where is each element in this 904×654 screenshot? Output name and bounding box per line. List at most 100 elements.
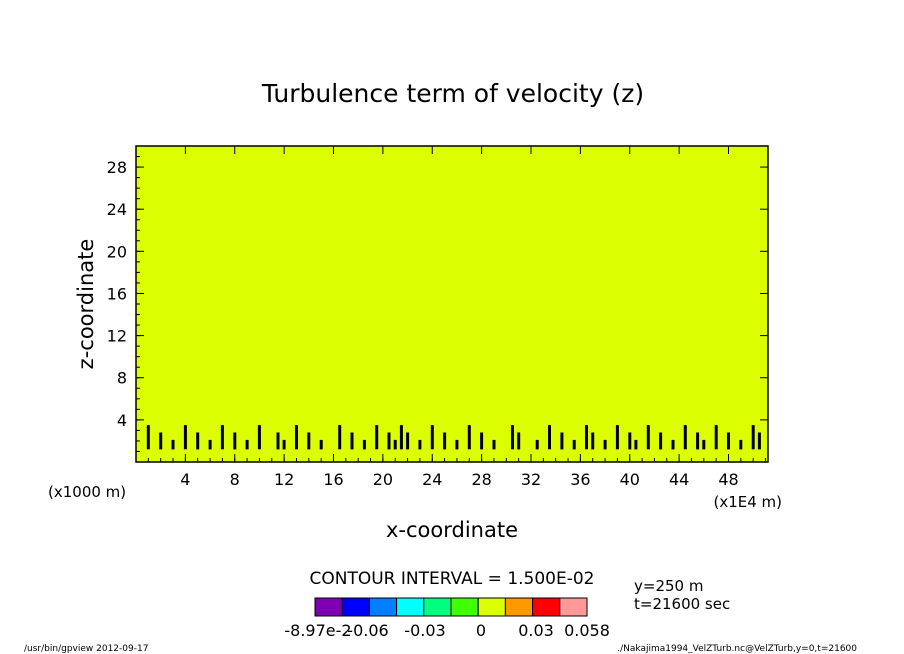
x-unit-right: (x1E4 m) — [713, 493, 782, 511]
turbulence-cell — [548, 425, 551, 450]
turbulence-cell — [443, 432, 447, 450]
turbulence-cell — [208, 439, 212, 450]
turbulence-cell — [696, 432, 700, 450]
footer-left: /usr/bin/gpview 2012-09-17 — [24, 644, 148, 654]
turbulence-cell — [276, 432, 280, 450]
x-tick-label: 8 — [230, 470, 240, 489]
turbulence-cell — [319, 439, 323, 450]
turbulence-cell — [350, 432, 354, 450]
colorbar-label: -0.06 — [347, 621, 388, 640]
x-tick-label: 32 — [521, 470, 541, 489]
turbulence-cell — [406, 432, 410, 450]
turbulence-cell — [572, 439, 576, 450]
info-y: y=250 m — [634, 577, 703, 595]
turbulence-cell — [375, 425, 379, 450]
turbulence-cell — [702, 439, 706, 450]
footer-right: ./Nakajima1994_VelZTurb.nc@VelZTurb,y=0,… — [617, 644, 857, 654]
y-tick-label: 24 — [107, 200, 127, 219]
turbulence-cell — [418, 439, 422, 450]
colorbar-swatch — [559, 597, 588, 617]
turbulence-cell — [727, 432, 730, 450]
x-axis-label: x-coordinate — [386, 518, 518, 542]
turbulence-cell — [511, 425, 514, 450]
turbulence-cell — [245, 439, 249, 450]
turbulence-cell — [233, 432, 237, 450]
turbulence-cell — [671, 439, 675, 450]
turbulence-cell — [362, 439, 366, 450]
turbulence-cell — [399, 425, 403, 450]
turbulence-cell — [739, 439, 743, 450]
turbulence-cell — [387, 432, 391, 450]
turbulence-cell — [196, 432, 200, 450]
y-tick-label: 12 — [107, 327, 127, 346]
x-tick-label: 20 — [373, 470, 393, 489]
colorbar-swatch — [477, 597, 506, 617]
turbulence-cell — [615, 425, 619, 450]
x-tick-label: 24 — [422, 470, 442, 489]
colorbar — [314, 597, 588, 617]
colorbar-label: -8.97e-2 — [284, 621, 351, 640]
turbulence-cell — [307, 432, 311, 450]
colorbar-label: -0.03 — [404, 621, 445, 640]
turbulence-cell — [480, 432, 484, 450]
turbulence-cell — [430, 425, 434, 450]
colorbar-swatch — [504, 597, 534, 617]
plot-background — [136, 146, 768, 462]
colorbar-swatch — [532, 597, 561, 617]
x-tick-label: 28 — [471, 470, 491, 489]
turbulence-cell — [295, 425, 298, 450]
colorbar-swatch — [423, 597, 452, 617]
turbulence-cell — [751, 425, 755, 450]
turbulence-cell — [159, 432, 163, 450]
colorbar-label: 0.058 — [564, 621, 610, 640]
contour-interval: CONTOUR INTERVAL = 1.500E-02 — [310, 569, 595, 589]
turbulence-cell — [183, 425, 187, 450]
turbulence-cell — [585, 425, 588, 450]
colorbar-swatch — [341, 597, 370, 617]
y-tick-label: 28 — [107, 158, 127, 177]
turbulence-cells — [146, 425, 761, 450]
x-tick-label: 16 — [323, 470, 343, 489]
turbulence-cell — [628, 432, 632, 450]
turbulence-cell — [603, 439, 607, 450]
chart-title: Turbulence term of velocity (z) — [261, 79, 644, 108]
x-tick-label: 4 — [180, 470, 190, 489]
turbulence-cell — [220, 425, 224, 450]
y-tick-label: 16 — [107, 284, 127, 303]
turbulence-cell — [257, 425, 261, 450]
x-axis: 4 8 12 16 20 24 28 32 36 40 44 48 — [147, 146, 767, 489]
turbulence-cell — [171, 439, 175, 450]
turbulence-cell — [338, 425, 342, 450]
turbulence-cell — [757, 432, 761, 450]
turbulence-cell — [517, 432, 521, 450]
y-tick-label: 4 — [117, 411, 127, 430]
turbulence-cell — [591, 432, 595, 450]
colorbar-swatch — [314, 597, 343, 617]
turbulence-cell — [467, 425, 471, 450]
colorbar-swatch — [368, 597, 398, 617]
colorbar-swatch — [396, 597, 425, 617]
x-tick-label: 40 — [620, 470, 640, 489]
x-tick-label: 44 — [669, 470, 689, 489]
colorbar-label: 0 — [476, 621, 486, 640]
y-tick-label: 20 — [107, 242, 127, 261]
colorbar-swatch — [450, 597, 479, 617]
turbulence-cell — [714, 425, 718, 450]
turbulence-cell — [659, 432, 663, 450]
info-t: t=21600 sec — [634, 595, 730, 613]
x-tick-label: 48 — [718, 470, 738, 489]
x-unit-left: (x1000 m) — [48, 483, 126, 501]
turbulence-cell — [492, 439, 496, 450]
x-tick-label: 12 — [274, 470, 294, 489]
turbulence-cell — [683, 425, 687, 450]
turbulence-cell — [535, 439, 539, 450]
turbulence-cell — [646, 425, 650, 450]
y-axis-label: z-coordinate — [74, 239, 98, 370]
turbulence-cell — [393, 439, 397, 450]
turbulence-cell — [560, 432, 564, 450]
turbulence-cell — [282, 439, 286, 450]
x-tick-label: 36 — [570, 470, 590, 489]
y-axis: 4 8 12 16 20 24 28 — [107, 156, 768, 452]
colorbar-label: 0.03 — [518, 621, 554, 640]
